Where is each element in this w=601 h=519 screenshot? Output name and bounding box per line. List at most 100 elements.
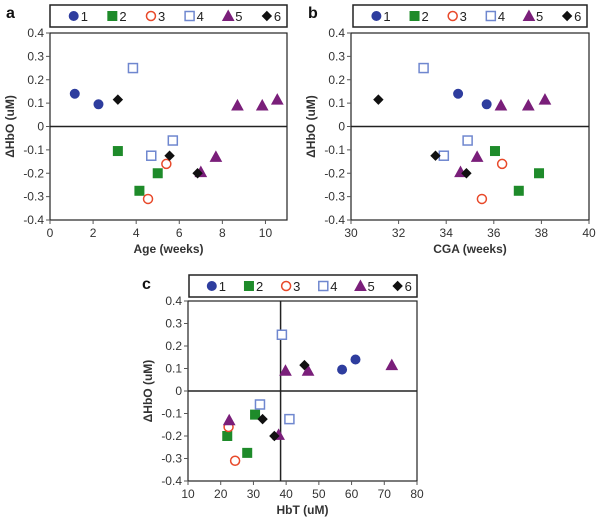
x-tick-label: 0 <box>47 226 54 240</box>
x-tick-label: 10 <box>259 226 273 240</box>
data-point <box>152 168 163 179</box>
data-point <box>279 364 292 376</box>
x-tick-label: 40 <box>582 226 596 240</box>
data-point <box>231 98 244 111</box>
series-3 <box>223 421 241 466</box>
series-6 <box>373 94 472 179</box>
series-3 <box>142 158 172 205</box>
legend-marker-4 <box>184 10 195 22</box>
data-point <box>521 98 535 111</box>
legend-label: 6 <box>274 9 281 24</box>
data-point <box>373 94 384 105</box>
data-point <box>242 447 253 458</box>
x-axis-label: Age (weeks) <box>133 242 203 256</box>
y-axis-label: ΔHbO (uM) <box>3 95 17 158</box>
legend-label: 5 <box>235 9 242 24</box>
legend-label: 6 <box>405 279 412 294</box>
series-3 <box>476 158 508 205</box>
series-1 <box>337 354 361 375</box>
data-point <box>164 150 175 161</box>
legend-marker-3 <box>145 10 157 22</box>
series-5 <box>222 358 399 440</box>
legend-label: 4 <box>197 9 204 24</box>
y-tick-label: -0.4 <box>161 474 182 488</box>
x-tick-label: 4 <box>133 226 140 240</box>
legend-label: 6 <box>574 9 581 24</box>
x-tick-label: 80 <box>410 487 424 501</box>
legend-marker-3 <box>447 10 458 22</box>
series-6 <box>257 359 310 442</box>
data-point <box>69 88 80 99</box>
data-point <box>284 413 295 425</box>
y-tick-label: 0 <box>175 384 182 398</box>
y-tick-label: -0.4 <box>23 213 44 227</box>
x-tick-label: 38 <box>535 226 549 240</box>
y-tick-label: 0.2 <box>27 73 44 87</box>
x-tick-label: 20 <box>214 487 228 501</box>
y-tick-label: 0 <box>338 120 345 134</box>
legend-marker-1 <box>371 11 382 21</box>
data-point <box>112 146 123 157</box>
legend-label: 4 <box>330 279 337 294</box>
data-point <box>430 150 441 161</box>
legend-label: 5 <box>367 279 374 294</box>
y-tick-label: -0.1 <box>161 407 182 421</box>
series-1 <box>453 88 492 110</box>
data-point <box>299 359 310 371</box>
y-tick-label: -0.3 <box>23 190 44 204</box>
y-axis-label: ΔHbO (uM) <box>141 360 155 423</box>
data-point <box>250 409 261 420</box>
data-point <box>254 399 266 410</box>
data-point <box>453 88 464 99</box>
legend-marker-5 <box>522 9 536 21</box>
y-tick-label: 0.1 <box>165 362 182 376</box>
y-tick-label: -0.2 <box>161 429 182 443</box>
series-5 <box>454 93 552 178</box>
series-2 <box>112 146 163 196</box>
y-tick-label: -0.2 <box>324 166 345 180</box>
legend-marker-3 <box>280 280 292 292</box>
y-tick-label: -0.1 <box>324 143 345 157</box>
data-point <box>470 150 484 162</box>
data-point <box>161 158 172 170</box>
legend-label: 4 <box>498 9 505 24</box>
legend-label: 3 <box>293 279 300 294</box>
data-point <box>385 358 399 371</box>
y-axis-label: ΔHbO (uM) <box>304 95 318 158</box>
data-point <box>192 168 203 179</box>
x-tick-label: 50 <box>312 487 326 501</box>
y-tick-label: -0.2 <box>23 166 44 180</box>
data-point <box>222 431 233 441</box>
y-tick-label: 0.1 <box>328 96 345 110</box>
y-tick-label: -0.3 <box>161 452 182 466</box>
data-point <box>476 193 488 205</box>
x-tick-label: 30 <box>247 487 261 501</box>
series-1 <box>69 88 104 110</box>
data-point <box>112 94 124 105</box>
legend-label: 1 <box>219 279 226 294</box>
y-tick-label: -0.3 <box>324 190 345 204</box>
legend-marker-6 <box>261 10 273 22</box>
x-tick-label: 8 <box>219 226 226 240</box>
data-point <box>257 413 268 425</box>
y-tick-label: 0 <box>37 120 44 134</box>
x-tick-label: 2 <box>90 226 97 240</box>
legend-label: 2 <box>119 9 126 24</box>
data-point <box>134 185 145 196</box>
x-tick-label: 34 <box>440 226 454 240</box>
y-tick-label: 0.2 <box>165 339 182 353</box>
x-tick-label: 36 <box>487 226 501 240</box>
y-tick-label: -0.1 <box>23 143 44 157</box>
y-tick-label: 0.2 <box>328 73 345 87</box>
data-point <box>229 455 241 466</box>
legend-label: 1 <box>81 9 88 24</box>
series-4 <box>254 329 295 425</box>
legend-label: 5 <box>536 9 543 24</box>
x-axis-label: CGA (weeks) <box>433 242 507 256</box>
data-point <box>350 354 361 365</box>
panel-letter: a <box>6 5 15 22</box>
legend: 1 2 3 4 5 6 <box>188 274 418 298</box>
x-tick-label: 10 <box>181 487 195 501</box>
data-point <box>496 158 508 170</box>
legend-marker-4 <box>318 280 329 292</box>
